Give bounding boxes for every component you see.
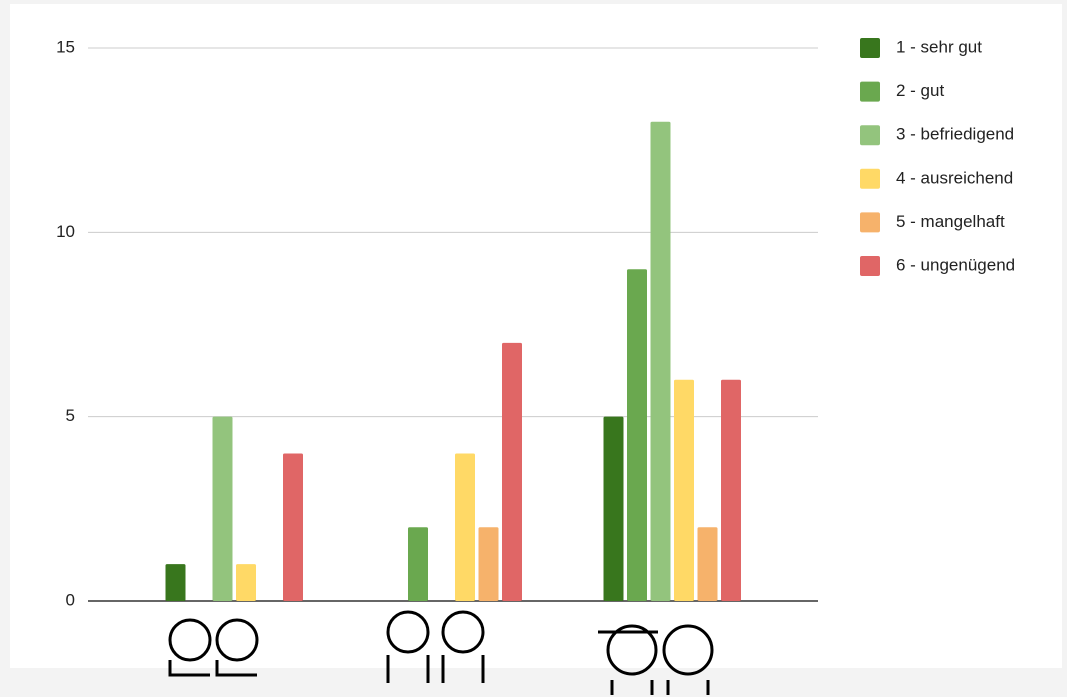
bar bbox=[165, 564, 186, 601]
bar bbox=[721, 379, 741, 601]
legend-label: 4 - ausreichend bbox=[896, 168, 1013, 187]
bar bbox=[455, 453, 475, 601]
legend-label: 2 - gut bbox=[896, 81, 944, 100]
chart-background bbox=[10, 4, 1062, 668]
bar bbox=[283, 453, 303, 601]
legend-swatch bbox=[860, 168, 880, 189]
y-tick-label: 0 bbox=[66, 590, 75, 609]
bar bbox=[627, 269, 647, 601]
legend-swatch bbox=[860, 125, 880, 146]
legend-label: 6 - ungenügend bbox=[896, 255, 1015, 274]
y-tick-label: 5 bbox=[66, 406, 75, 425]
bar bbox=[650, 121, 671, 601]
category-icons bbox=[168, 610, 714, 695]
bar bbox=[697, 527, 718, 601]
bar bbox=[674, 379, 694, 601]
y-tick-label: 10 bbox=[56, 222, 75, 241]
legend-label: 5 - mangelhaft bbox=[896, 212, 1005, 231]
bar bbox=[502, 342, 522, 601]
legend-swatch bbox=[860, 212, 880, 233]
legend-swatch bbox=[860, 38, 880, 58]
legend-swatch bbox=[860, 81, 880, 102]
legend-swatch bbox=[860, 256, 880, 276]
legend-label: 3 - befriedigend bbox=[896, 125, 1014, 144]
bar bbox=[408, 527, 428, 601]
bar bbox=[478, 527, 499, 601]
y-tick-label: 15 bbox=[56, 37, 75, 56]
legend-label: 1 - sehr gut bbox=[896, 37, 982, 56]
bar bbox=[212, 416, 233, 601]
bar bbox=[236, 564, 256, 601]
bar bbox=[603, 416, 624, 601]
